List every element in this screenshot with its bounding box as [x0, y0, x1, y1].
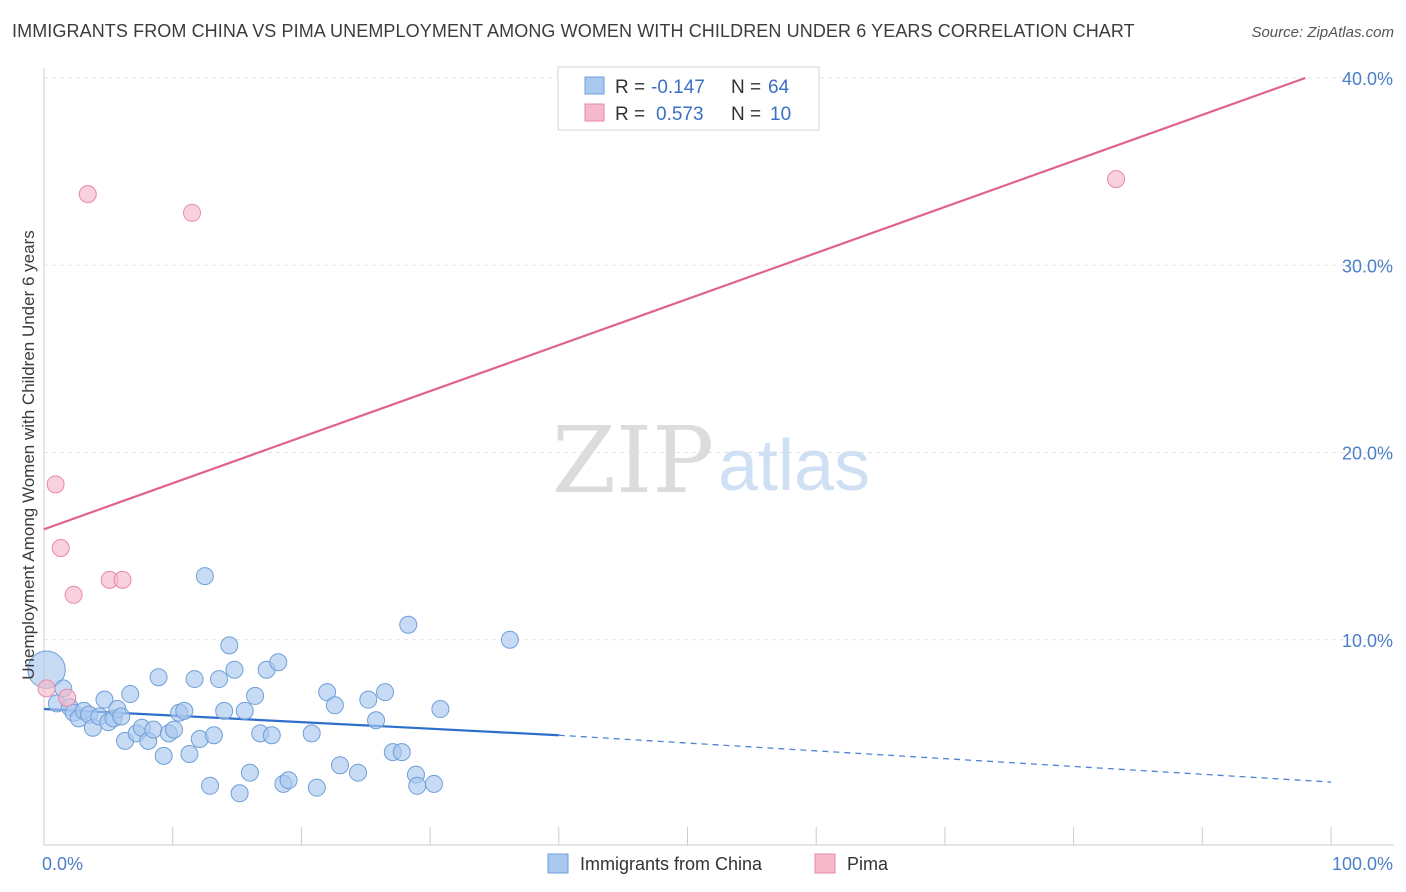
x-tick-labels: 0.0% 100.0%: [42, 854, 1393, 874]
y-tick-label: 40.0%: [1342, 69, 1393, 89]
data-point-series-0: [164, 720, 183, 739]
data-point-series-1: [64, 585, 83, 604]
data-point-series-1: [1107, 170, 1126, 189]
data-point-series-0: [195, 567, 214, 586]
data-point-series-0: [225, 660, 244, 679]
data-point-series-0: [210, 670, 229, 689]
data-point-series-0: [392, 743, 411, 762]
watermark: ZIP atlas: [552, 407, 870, 514]
legend-n-label-china: N =: [731, 77, 761, 98]
data-point-series-1: [51, 538, 70, 557]
series-legend-swatch-china: [547, 853, 569, 874]
data-point-series-1: [78, 185, 97, 204]
data-point-series-0: [121, 685, 140, 704]
legend-swatch-china: [584, 76, 605, 95]
data-point-series-0: [204, 726, 223, 745]
data-point-series-0: [262, 726, 281, 745]
legend-r-label-china: R =: [615, 77, 645, 98]
data-point-series-0: [408, 776, 427, 795]
axes: [43, 68, 1394, 846]
legend-swatch-pima: [584, 103, 605, 122]
data-point-series-0: [399, 615, 418, 634]
data-point-series-0: [325, 696, 344, 715]
data-point-series-0: [240, 763, 259, 782]
legend-n-value-china: 64: [768, 77, 790, 98]
data-point-series-0: [154, 746, 173, 765]
x-tick-label: 100.0%: [1332, 854, 1393, 874]
legend-r-value-pima: 0.573: [656, 104, 704, 125]
grid-lines: [44, 77, 1394, 641]
data-point-series-1: [183, 203, 202, 222]
trend-line-1: [43, 76, 1306, 531]
data-point-series-0: [230, 784, 249, 803]
x-tick-label: 0.0%: [42, 854, 83, 874]
data-point-series-0: [95, 690, 114, 709]
data-point-series-0: [215, 701, 234, 720]
data-point-series-0: [307, 778, 326, 797]
data-point-series-1: [113, 570, 132, 589]
trend-line-0: [43, 707, 559, 737]
data-point-series-1: [46, 475, 65, 494]
series-legend: Immigrants from China Pima: [547, 853, 889, 874]
data-point-series-0: [235, 701, 254, 720]
data-point-series-0: [269, 653, 288, 672]
data-point-series-0: [220, 636, 239, 655]
data-point-series-0: [331, 756, 350, 775]
data-point-series-0: [359, 690, 378, 709]
data-point-series-1: [58, 688, 77, 707]
y-tick-label: 30.0%: [1342, 256, 1393, 276]
watermark-zip: ZIP: [552, 407, 714, 514]
legend-n-value-pima: 10: [770, 104, 791, 125]
watermark-atlas: atlas: [718, 426, 870, 506]
data-point-series-0: [431, 700, 450, 719]
series-legend-swatch-pima: [814, 853, 836, 874]
legend-r-value-china: -0.147: [651, 77, 705, 98]
data-point-series-0: [349, 763, 368, 782]
y-tick-labels: 10.0% 20.0% 30.0% 40.0%: [1342, 69, 1393, 651]
series-legend-label-china: Immigrants from China: [580, 854, 763, 874]
data-point-series-0: [367, 711, 386, 730]
data-point-series-0: [246, 686, 265, 705]
chart-title: IMMIGRANTS FROM CHINA VS PIMA UNEMPLOYME…: [12, 21, 1135, 41]
data-point-series-0: [112, 707, 131, 726]
data-point-series-0: [500, 630, 519, 649]
y-tick-label: 20.0%: [1342, 444, 1393, 464]
series-legend-label-pima: Pima: [847, 854, 889, 874]
data-point-series-0: [175, 701, 194, 720]
data-point-series-1: [37, 679, 56, 698]
data-points: [27, 170, 1126, 803]
data-point-series-0: [302, 724, 321, 743]
data-point-series-0: [201, 776, 220, 795]
y-axis-label: Unemployment Among Women with Children U…: [19, 230, 38, 679]
data-point-series-0: [279, 771, 298, 790]
data-point-series-0: [185, 670, 204, 689]
source-label: Source: ZipAtlas.com: [1251, 24, 1394, 41]
data-point-series-0: [149, 668, 168, 687]
legend-r-label-pima: R =: [615, 104, 645, 125]
trend-line-extension-0: [558, 734, 1332, 783]
data-point-series-0: [144, 720, 163, 739]
data-point-series-0: [180, 744, 199, 763]
legend-n-label-pima: N =: [731, 104, 761, 125]
y-tick-label: 10.0%: [1342, 631, 1393, 651]
trend-lines: [43, 76, 1332, 783]
data-point-series-0: [424, 774, 443, 793]
correlation-legend: R = -0.147 N = 64 R = 0.573 N = 10: [557, 66, 820, 131]
data-point-series-0: [376, 683, 395, 702]
